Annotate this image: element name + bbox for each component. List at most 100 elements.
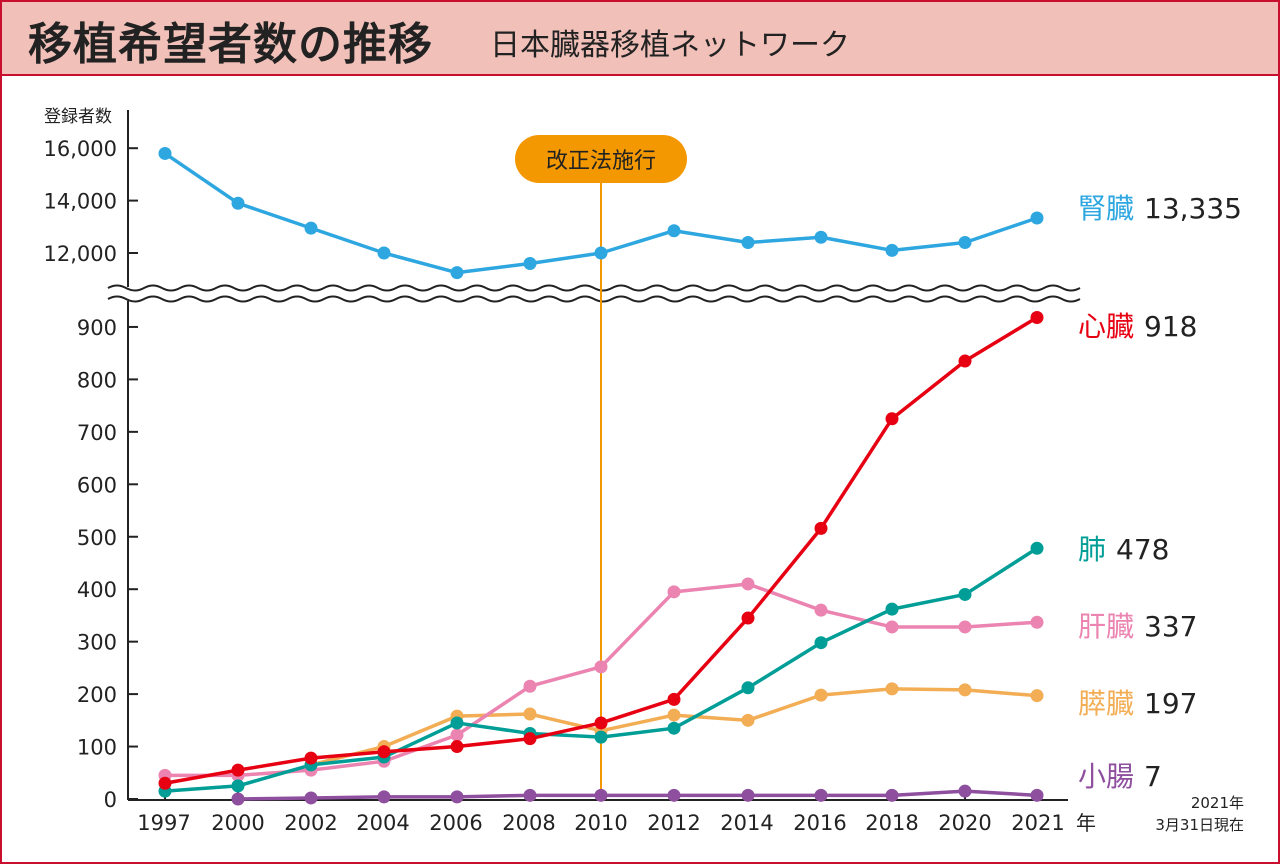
- title-bar: 移植希望者数の推移 日本臓器移植ネットワーク: [2, 2, 1278, 76]
- data-point-肺: [450, 716, 464, 730]
- data-point-腎臓: [1030, 211, 1044, 225]
- law-reform-badge: [515, 135, 687, 183]
- data-point-腎臓: [814, 230, 828, 244]
- data-point-肝臓: [885, 620, 899, 634]
- data-point-小腸: [1030, 788, 1044, 802]
- data-point-心臓: [231, 763, 245, 777]
- data-point-小腸: [885, 788, 899, 802]
- y-tick-label: 14,000: [44, 190, 117, 214]
- data-point-心臓: [667, 692, 681, 706]
- chart-source: 日本臓器移植ネットワーク: [490, 28, 850, 63]
- data-point-肺: [1030, 541, 1044, 555]
- axis-break-line: [107, 295, 1081, 303]
- data-point-心臓: [885, 412, 899, 426]
- data-point-膵臓: [814, 688, 828, 702]
- x-tick-label: 2010: [574, 811, 627, 835]
- data-point-小腸: [814, 788, 828, 802]
- data-point-心臓: [158, 776, 172, 790]
- x-tick-label: 2002: [284, 811, 337, 835]
- data-point-肝臓: [667, 585, 681, 599]
- x-axis-title: 年: [1076, 811, 1096, 835]
- data-point-心臓: [523, 732, 537, 746]
- series-value-心臓: 918: [1144, 310, 1197, 343]
- axis-break-line: [107, 284, 1081, 292]
- data-point-肝臓: [741, 577, 755, 591]
- data-point-心臓: [741, 611, 755, 625]
- y-tick-label: 800: [77, 368, 117, 392]
- y-tick-label: 900: [77, 316, 117, 340]
- data-point-心臓: [958, 354, 972, 368]
- data-point-小腸: [523, 788, 537, 802]
- data-point-肺: [814, 636, 828, 650]
- data-point-肺: [741, 681, 755, 695]
- data-point-肝臓: [958, 620, 972, 634]
- data-point-腎臓: [667, 224, 681, 238]
- y-tick-label: 100: [77, 736, 117, 760]
- data-point-腎臓: [523, 256, 537, 270]
- data-point-肝臓: [814, 603, 828, 617]
- y-tick-label: 12,000: [44, 242, 117, 266]
- data-point-心臓: [304, 751, 318, 765]
- data-point-膵臓: [667, 708, 681, 722]
- y-tick-label: 500: [77, 526, 117, 550]
- date-note-line1: 2021年: [1191, 794, 1244, 812]
- data-point-肺: [958, 587, 972, 601]
- data-point-膵臓: [741, 713, 755, 727]
- y-tick-label: 400: [77, 578, 117, 602]
- data-point-肝臓: [450, 728, 464, 742]
- chart-title: 移植希望者数の推移: [28, 19, 433, 70]
- data-point-肺: [885, 602, 899, 616]
- series-label-肝臓: 肝臓: [1078, 610, 1134, 643]
- data-point-肺: [231, 779, 245, 793]
- x-tick-label: 2016: [793, 811, 846, 835]
- data-point-腎臓: [594, 246, 608, 260]
- data-point-膵臓: [523, 707, 537, 721]
- data-point-腎臓: [304, 221, 318, 235]
- series-label-小腸: 小腸: [1078, 760, 1134, 793]
- data-point-腎臓: [885, 243, 899, 257]
- y-tick-label: 0: [104, 788, 117, 812]
- data-point-心臓: [377, 745, 391, 759]
- series-label-腎臓: 腎臓: [1078, 192, 1134, 225]
- series-value-膵臓: 197: [1144, 687, 1197, 720]
- data-point-腎臓: [450, 266, 464, 280]
- y-tick-label: 700: [77, 421, 117, 445]
- data-point-肝臓: [1030, 615, 1044, 629]
- data-point-肝臓: [594, 660, 608, 674]
- data-point-小腸: [741, 788, 755, 802]
- data-point-小腸: [958, 784, 972, 798]
- data-point-腎臓: [158, 146, 172, 160]
- x-tick-label: 2012: [647, 811, 700, 835]
- date-note-line2: 3月31日現在: [1155, 816, 1244, 834]
- data-point-心臓: [814, 521, 828, 535]
- data-point-小腸: [594, 788, 608, 802]
- x-tick-label: 2004: [356, 811, 409, 835]
- x-tick-label: 2006: [429, 811, 482, 835]
- series-label-心臓: 心臓: [1078, 310, 1134, 343]
- data-point-肺: [667, 721, 681, 735]
- series-value-腎臓: 13,335: [1144, 192, 1242, 225]
- data-point-肝臓: [523, 679, 537, 693]
- data-point-腎臓: [958, 236, 972, 250]
- data-point-膵臓: [958, 683, 972, 697]
- data-point-肺: [594, 730, 608, 744]
- series-label-膵臓: 膵臓: [1078, 687, 1134, 720]
- series-value-小腸: 7: [1144, 760, 1162, 793]
- data-point-心臓: [450, 740, 464, 754]
- series-value-肺: 478: [1116, 533, 1169, 566]
- x-tick-label: 1997: [137, 811, 190, 835]
- x-tick-label: 2008: [502, 811, 555, 835]
- data-point-腎臓: [377, 246, 391, 260]
- y-tick-label: 16,000: [44, 137, 117, 161]
- data-point-心臓: [1030, 311, 1044, 325]
- data-point-小腸: [667, 788, 681, 802]
- x-tick-label: 2014: [720, 811, 773, 835]
- data-point-膵臓: [1030, 689, 1044, 703]
- series-label-肺: 肺: [1078, 533, 1106, 566]
- y-tick-label: 600: [77, 473, 117, 497]
- data-point-腎臓: [741, 236, 755, 250]
- data-point-小腸: [231, 792, 245, 806]
- y-tick-label: 300: [77, 631, 117, 655]
- x-tick-label: 2000: [211, 811, 264, 835]
